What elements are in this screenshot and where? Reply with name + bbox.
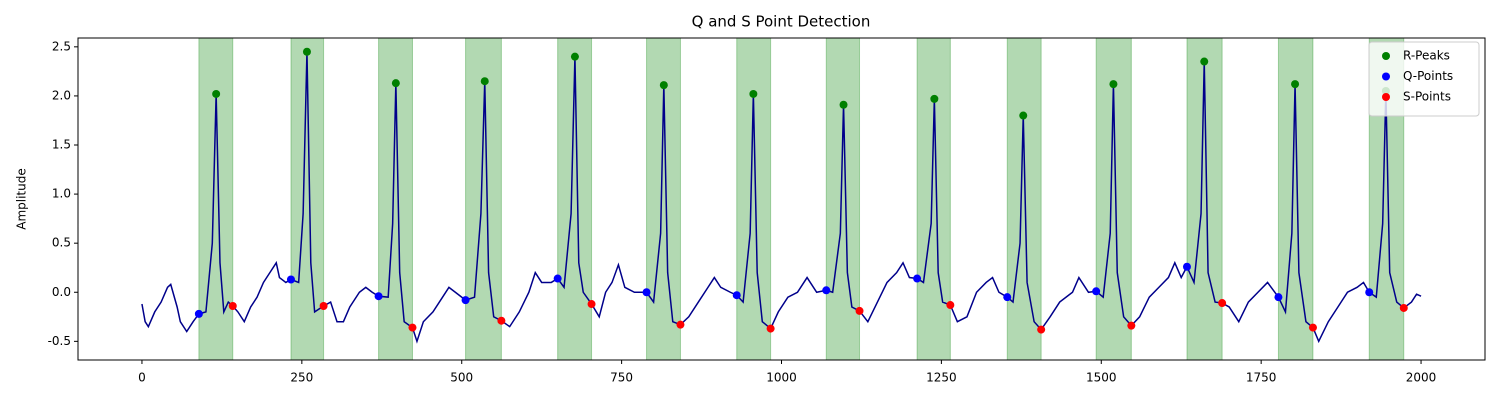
point bbox=[228, 302, 237, 311]
legend-marker bbox=[1382, 72, 1390, 81]
qrs-span bbox=[916, 37, 951, 361]
point bbox=[408, 323, 417, 332]
legend-box bbox=[1368, 41, 1480, 117]
x-tick-label: 250 bbox=[290, 371, 313, 385]
point bbox=[642, 288, 651, 297]
x-tick-label: 1000 bbox=[766, 371, 797, 385]
x-tick-label: 0 bbox=[138, 371, 146, 385]
point bbox=[855, 306, 864, 315]
signal-line bbox=[141, 51, 1422, 344]
qrs-span bbox=[736, 37, 772, 361]
y-tick-label: 2.5 bbox=[52, 39, 71, 53]
qrs-span bbox=[465, 37, 502, 361]
legend-marker bbox=[1382, 52, 1390, 60]
point bbox=[1003, 293, 1012, 302]
x-tick-label: 2000 bbox=[1406, 371, 1437, 385]
point bbox=[286, 275, 295, 284]
x-tick-label: 1750 bbox=[1246, 371, 1277, 385]
legend-label: Q-Points bbox=[1403, 69, 1453, 83]
point bbox=[1019, 111, 1028, 120]
point bbox=[391, 79, 400, 88]
y-tick-label: -0.5 bbox=[48, 334, 71, 348]
point bbox=[732, 291, 741, 300]
qrs-span bbox=[557, 37, 593, 361]
point bbox=[913, 274, 922, 283]
plot-frame bbox=[77, 37, 1486, 361]
point bbox=[1037, 325, 1046, 334]
point bbox=[212, 89, 221, 98]
point bbox=[553, 274, 562, 283]
point bbox=[1365, 288, 1374, 297]
legend-marker bbox=[1382, 93, 1390, 101]
x-tick-label: 750 bbox=[610, 371, 633, 385]
point bbox=[822, 286, 831, 295]
point bbox=[1127, 321, 1136, 330]
point bbox=[676, 320, 685, 329]
x-tick-label: 1500 bbox=[1086, 371, 1117, 385]
point bbox=[570, 52, 579, 61]
point bbox=[1308, 323, 1317, 332]
point bbox=[930, 94, 939, 103]
legend-label: S-Points bbox=[1403, 90, 1451, 104]
point bbox=[497, 316, 506, 325]
point bbox=[1218, 299, 1227, 308]
point bbox=[480, 77, 489, 86]
point bbox=[1274, 293, 1283, 302]
y-tick-label: 0.5 bbox=[52, 236, 71, 250]
point bbox=[1399, 303, 1408, 312]
x-tick-label: 500 bbox=[450, 371, 473, 385]
point bbox=[946, 301, 955, 310]
point bbox=[1109, 80, 1118, 89]
point bbox=[1291, 80, 1300, 89]
y-tick-label: 1.0 bbox=[52, 187, 71, 201]
qrs-span bbox=[825, 37, 861, 361]
point bbox=[319, 302, 328, 311]
point bbox=[1200, 57, 1209, 66]
point bbox=[1182, 262, 1191, 271]
legend-label: R-Peaks bbox=[1403, 49, 1450, 63]
point bbox=[374, 292, 383, 301]
qrs-span bbox=[1006, 37, 1042, 361]
point bbox=[749, 89, 758, 98]
point bbox=[194, 309, 203, 318]
point bbox=[461, 296, 470, 305]
y-axis-label: Amplitude bbox=[15, 168, 29, 230]
y-tick-label: 0.0 bbox=[52, 285, 71, 299]
x-tick-label: 1250 bbox=[926, 371, 957, 385]
y-tick-label: 1.5 bbox=[52, 138, 71, 152]
point bbox=[587, 300, 596, 309]
point bbox=[766, 324, 775, 333]
point bbox=[1092, 287, 1101, 296]
point bbox=[839, 100, 848, 109]
chart-title: Q and S Point Detection bbox=[692, 13, 871, 31]
point bbox=[302, 47, 311, 56]
point bbox=[659, 81, 668, 90]
y-tick-label: 2.0 bbox=[52, 88, 71, 102]
